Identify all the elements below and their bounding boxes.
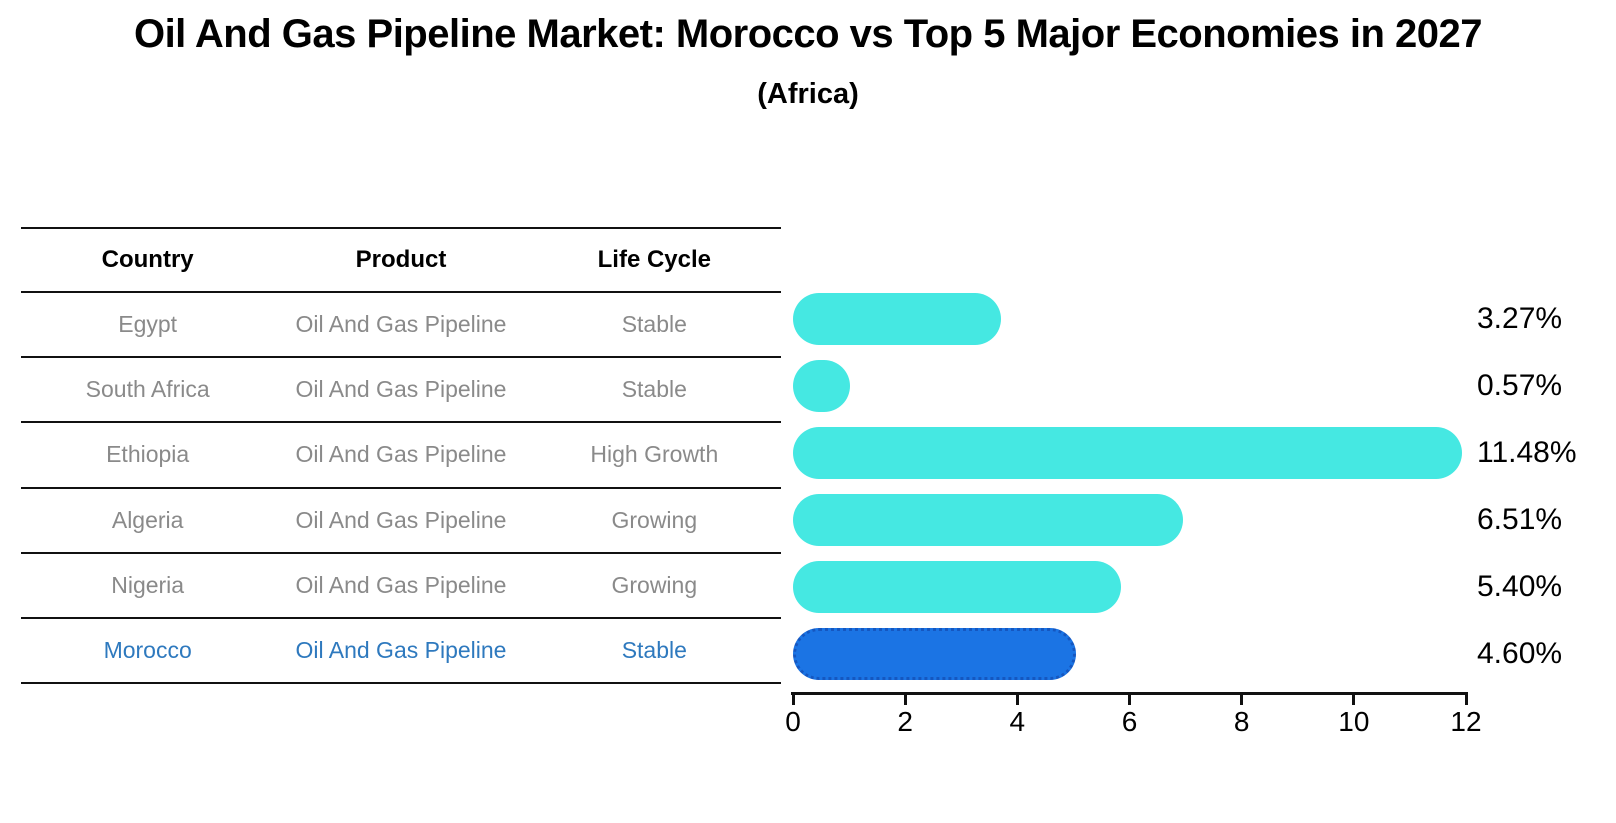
table-cell-life_cycle: Stable — [621, 376, 687, 403]
x-axis-tick — [903, 695, 907, 705]
table-cell-country: Morocco — [103, 637, 192, 664]
table-cell-product: Oil And Gas Pipeline — [295, 376, 507, 403]
x-axis-tick-label: 12 — [1450, 706, 1482, 737]
comparison-table: Country Product Life Cycle Egypt Oil And … — [21, 227, 781, 685]
table-cell-product: Oil And Gas Pipeline — [295, 311, 507, 338]
table-cell-product: Oil And Gas Pipeline — [295, 571, 507, 598]
table-row-south-africa: South Africa Oil And Gas Pipeline Stable — [21, 358, 781, 424]
table-cell-life_cycle: Growing — [611, 571, 698, 598]
x-axis-tick — [1464, 695, 1468, 705]
table-cell-country: Ethiopia — [106, 441, 190, 468]
x-axis-tick — [1015, 695, 1019, 705]
table-row-ethiopia: Ethiopia Oil And Gas Pipeline High Growth — [21, 423, 781, 489]
bar-ethiopia — [793, 426, 1462, 479]
x-axis-tick — [1240, 695, 1244, 705]
table-cell-life_cycle: Stable — [621, 637, 687, 664]
bar-morocco — [793, 627, 1076, 680]
table-cell-life_cycle: High Growth — [590, 441, 719, 468]
table-cell-product: Oil And Gas Pipeline — [295, 506, 507, 533]
table-cell-product: Oil And Gas Pipeline — [295, 637, 507, 664]
table-cell-product: Oil And Gas Pipeline — [295, 441, 507, 468]
value-label-south-africa: 0.57% — [1477, 368, 1563, 402]
table-body: Egypt Oil And Gas Pipeline Stable South Afr… — [21, 293, 781, 685]
bar-south-africa — [793, 359, 850, 412]
x-axis-tick — [791, 695, 795, 705]
table-cell-country: Nigeria — [111, 571, 185, 598]
table-header-row: Country Product Life Cycle — [21, 227, 781, 293]
x-axis-tick-label: 0 — [785, 706, 801, 737]
x-axis-tick — [1352, 695, 1356, 705]
table-row-nigeria: Nigeria Oil And Gas Pipeline Growing — [21, 554, 781, 619]
table-header-lifecycle: Life Cycle — [597, 246, 712, 273]
x-axis-tick — [1128, 695, 1131, 705]
chart-title: Oil And Gas Pipeline Market: Morocco vs … — [133, 12, 1483, 56]
value-label-morocco: 4.60% — [1477, 636, 1563, 670]
x-axis-tick-label: 8 — [1233, 706, 1250, 737]
bar-algeria — [793, 493, 1184, 546]
bar-egypt — [793, 292, 1002, 345]
table-cell-country: Egypt — [118, 311, 178, 338]
x-axis-tick-label: 10 — [1338, 706, 1370, 737]
table-cell-life_cycle: Stable — [621, 311, 687, 338]
table-header-product: Product — [355, 246, 447, 273]
x-axis-tick-label: 2 — [897, 706, 913, 737]
value-label-egypt: 3.27% — [1477, 301, 1563, 335]
x-axis-line — [791, 692, 1468, 695]
bar-nigeria — [793, 560, 1121, 613]
value-label-ethiopia: 11.48% — [1477, 435, 1577, 469]
value-label-nigeria: 5.40% — [1477, 569, 1563, 603]
value-label-algeria: 6.51% — [1477, 502, 1563, 536]
table-row-morocco: Morocco Oil And Gas Pipeline Stable — [21, 619, 781, 685]
table-row-algeria: Algeria Oil And Gas Pipeline Growing — [21, 489, 781, 554]
x-axis-tick-label: 6 — [1121, 706, 1138, 737]
table-cell-life_cycle: Growing — [611, 506, 698, 533]
table-row-egypt: Egypt Oil And Gas Pipeline Stable — [21, 293, 781, 359]
x-axis-tick-label: 4 — [1009, 706, 1026, 737]
table-cell-country: Algeria — [111, 506, 184, 533]
chart-subtitle: (Africa) — [757, 78, 859, 110]
table-cell-country: South Africa — [85, 376, 210, 403]
table-header-country: Country — [101, 246, 194, 273]
